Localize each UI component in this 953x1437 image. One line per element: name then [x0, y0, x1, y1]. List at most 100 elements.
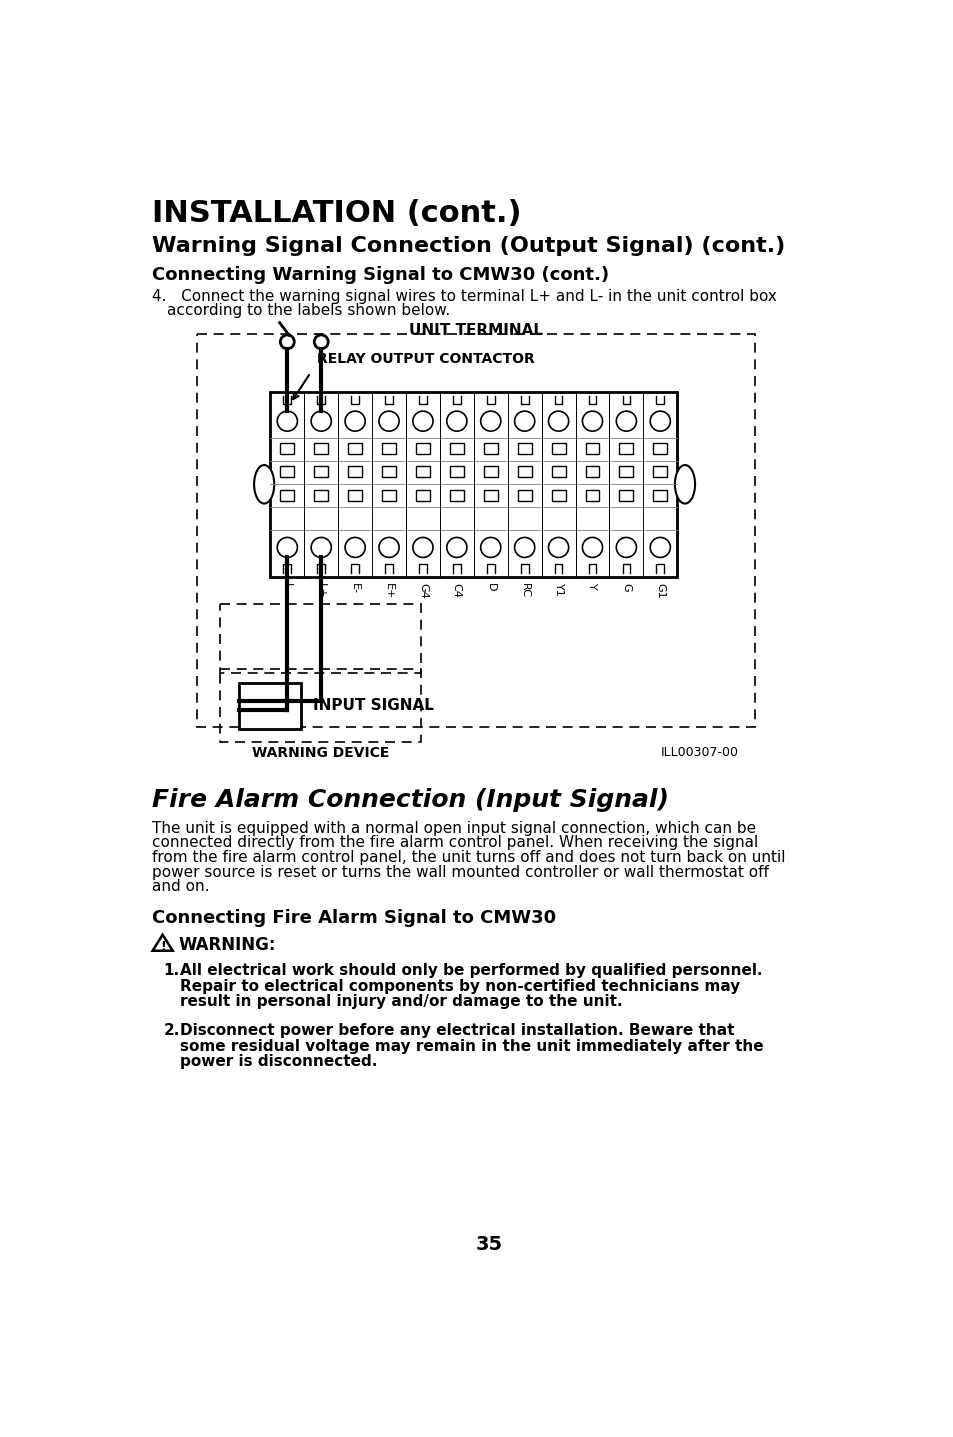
Text: L-: L-	[282, 583, 292, 593]
Text: WARNING:: WARNING:	[178, 935, 275, 954]
Text: !: !	[159, 940, 166, 953]
Text: and on.: and on.	[152, 879, 209, 894]
Text: Connecting Fire Alarm Signal to CMW30: Connecting Fire Alarm Signal to CMW30	[152, 910, 556, 927]
Bar	[348, 466, 362, 477]
Bar	[551, 443, 565, 454]
Circle shape	[345, 411, 365, 431]
Circle shape	[616, 411, 636, 431]
Bar	[653, 443, 666, 454]
Text: C4: C4	[452, 583, 461, 598]
Text: The unit is equipped with a normal open input signal connection, which can be: The unit is equipped with a normal open …	[152, 821, 755, 836]
Circle shape	[277, 537, 297, 558]
Bar	[450, 443, 463, 454]
Bar	[348, 443, 362, 454]
Text: All electrical work should only be performed by qualified personnel.: All electrical work should only be perfo…	[179, 963, 761, 979]
Circle shape	[548, 537, 568, 558]
Text: D: D	[485, 583, 496, 592]
Text: G1: G1	[655, 583, 664, 598]
Bar	[239, 683, 301, 729]
Circle shape	[480, 537, 500, 558]
Bar	[653, 490, 666, 502]
Circle shape	[311, 411, 331, 431]
Bar	[517, 490, 531, 502]
Bar	[483, 490, 497, 502]
Bar	[450, 466, 463, 477]
Text: WARNING DEVICE: WARNING DEVICE	[252, 746, 389, 760]
Bar	[381, 443, 395, 454]
Bar	[585, 490, 598, 502]
Circle shape	[446, 411, 466, 431]
Bar	[483, 443, 497, 454]
Ellipse shape	[253, 466, 274, 503]
Bar	[314, 490, 328, 502]
Bar	[381, 490, 395, 502]
Bar	[618, 490, 633, 502]
Circle shape	[446, 537, 466, 558]
Text: some residual voltage may remain in the unit immediately after the: some residual voltage may remain in the …	[179, 1039, 762, 1053]
Text: E-: E-	[350, 583, 360, 593]
Text: power source is reset or turns the wall mounted controller or wall thermostat of: power source is reset or turns the wall …	[152, 865, 768, 879]
Bar	[585, 466, 598, 477]
Bar	[551, 466, 565, 477]
Text: G: G	[620, 583, 631, 592]
Bar	[348, 490, 362, 502]
Bar	[270, 392, 677, 576]
Bar	[585, 443, 598, 454]
Text: according to the labels shown below.: according to the labels shown below.	[167, 303, 450, 319]
Bar	[653, 466, 666, 477]
Circle shape	[616, 537, 636, 558]
Bar	[416, 443, 430, 454]
Text: Y1: Y1	[553, 583, 563, 596]
Circle shape	[314, 335, 328, 349]
Bar	[517, 466, 531, 477]
Text: L+: L+	[315, 583, 326, 598]
Circle shape	[345, 537, 365, 558]
Bar	[280, 466, 294, 477]
Circle shape	[280, 335, 294, 349]
Text: 1.: 1.	[163, 963, 179, 979]
Text: E+: E+	[384, 583, 394, 599]
Text: UNIT TERMINAL: UNIT TERMINAL	[408, 323, 542, 338]
Text: 4.   Connect the warning signal wires to terminal L+ and L- in the unit control : 4. Connect the warning signal wires to t…	[152, 289, 776, 305]
Text: Disconnect power before any electrical installation. Beware that: Disconnect power before any electrical i…	[179, 1023, 734, 1039]
Circle shape	[378, 537, 398, 558]
Circle shape	[480, 411, 500, 431]
Text: INPUT SIGNAL: INPUT SIGNAL	[313, 698, 434, 713]
Circle shape	[277, 411, 297, 431]
Text: Fire Alarm Connection (Input Signal): Fire Alarm Connection (Input Signal)	[152, 789, 668, 812]
Circle shape	[514, 411, 535, 431]
Text: RC: RC	[519, 583, 529, 598]
Text: power is disconnected.: power is disconnected.	[179, 1055, 376, 1069]
Circle shape	[413, 537, 433, 558]
Bar	[551, 490, 565, 502]
Text: ILL00307-00: ILL00307-00	[660, 746, 739, 759]
Text: Y: Y	[587, 583, 597, 589]
Circle shape	[311, 537, 331, 558]
Text: 35: 35	[475, 1236, 502, 1255]
Bar	[280, 490, 294, 502]
Bar	[618, 443, 633, 454]
Bar	[517, 443, 531, 454]
Bar	[483, 466, 497, 477]
Circle shape	[650, 537, 670, 558]
Circle shape	[378, 411, 398, 431]
Bar	[314, 466, 328, 477]
Text: Warning Signal Connection (Output Signal) (cont.): Warning Signal Connection (Output Signal…	[152, 236, 784, 256]
Circle shape	[581, 411, 602, 431]
Text: Repair to electrical components by non-certified technicians may: Repair to electrical components by non-c…	[179, 979, 740, 993]
Bar	[450, 490, 463, 502]
Bar	[618, 466, 633, 477]
Text: INSTALLATION (cont.): INSTALLATION (cont.)	[152, 200, 520, 228]
Bar	[416, 490, 430, 502]
Bar	[314, 443, 328, 454]
Ellipse shape	[674, 466, 695, 503]
Circle shape	[514, 537, 535, 558]
Bar	[280, 443, 294, 454]
Text: RELAY OUTPUT CONTACTOR: RELAY OUTPUT CONTACTOR	[316, 352, 534, 366]
Text: connected directly from the fire alarm control panel. When receiving the signal: connected directly from the fire alarm c…	[152, 835, 758, 851]
Circle shape	[581, 537, 602, 558]
Text: from the fire alarm control panel, the unit turns off and does not turn back on : from the fire alarm control panel, the u…	[152, 851, 784, 865]
Bar	[381, 466, 395, 477]
Circle shape	[650, 411, 670, 431]
Circle shape	[548, 411, 568, 431]
